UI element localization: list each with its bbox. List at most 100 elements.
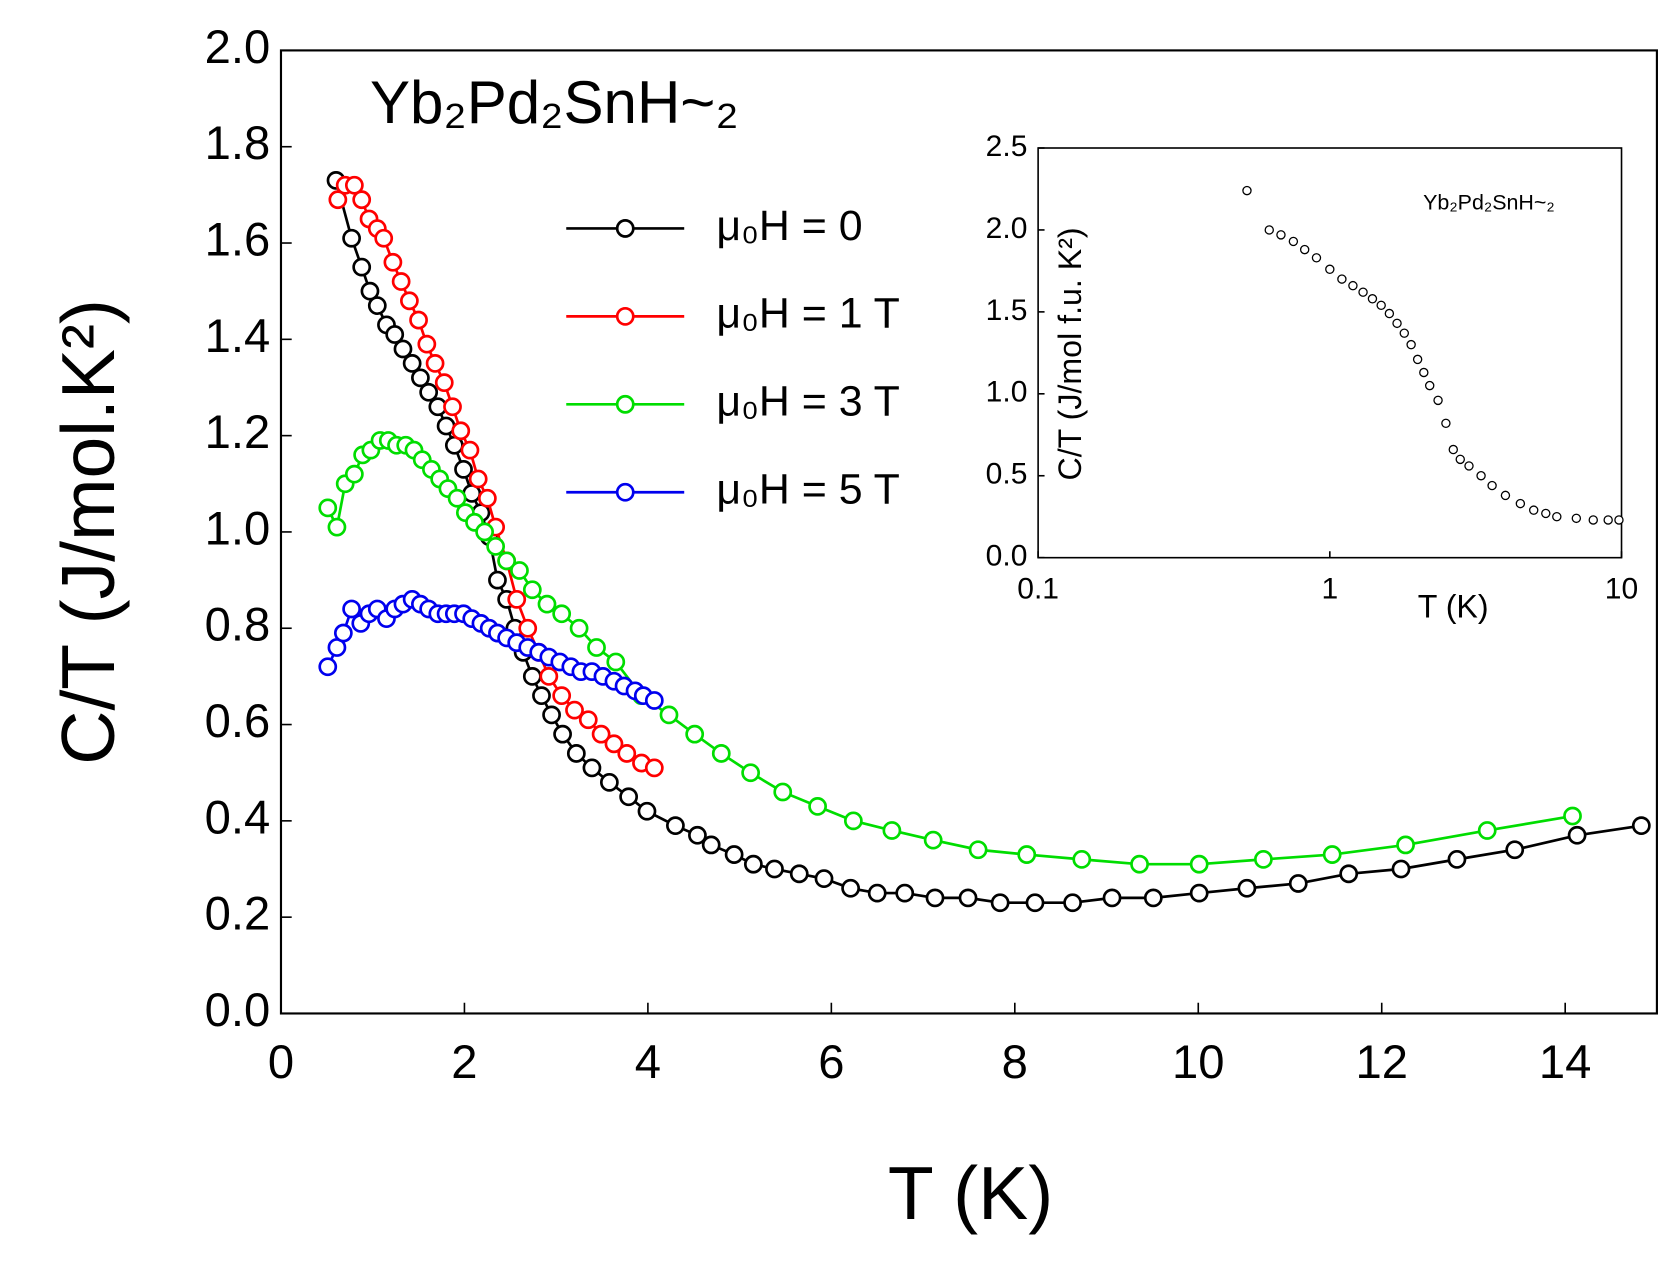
data-point bbox=[360, 281, 380, 301]
data-point bbox=[666, 816, 685, 836]
data-point bbox=[1392, 318, 1402, 329]
data-point bbox=[1063, 893, 1082, 913]
data-point bbox=[1102, 888, 1122, 908]
data-point bbox=[711, 744, 731, 763]
data-point bbox=[318, 657, 338, 677]
data-point bbox=[1505, 840, 1525, 860]
data-point bbox=[1325, 264, 1335, 274]
data-point bbox=[1563, 806, 1582, 826]
data-point bbox=[507, 589, 527, 609]
data-point bbox=[765, 859, 784, 879]
data-point bbox=[539, 667, 559, 686]
plot-frame bbox=[1037, 147, 1623, 559]
data-point bbox=[553, 724, 572, 744]
data-point bbox=[591, 724, 611, 744]
annotation: Yb₂Pd₂SnH~₂ bbox=[370, 69, 739, 136]
data-point bbox=[741, 763, 761, 783]
data-point bbox=[789, 864, 809, 884]
legend-marker bbox=[615, 394, 635, 414]
data-point bbox=[968, 840, 988, 860]
data-point bbox=[808, 797, 827, 816]
data-point bbox=[391, 272, 411, 291]
data-point bbox=[352, 190, 372, 210]
y-axis-label: C/T (J/mol.K²) bbox=[46, 299, 130, 765]
annotation: Yb₂Pd₂SnH~₂ bbox=[1423, 190, 1555, 214]
data-point bbox=[882, 821, 902, 840]
data-point bbox=[895, 883, 915, 903]
y-tick-label: 1.8 bbox=[205, 116, 271, 169]
data-point bbox=[606, 652, 626, 672]
data-point bbox=[477, 488, 497, 508]
data-point bbox=[1528, 505, 1539, 515]
data-point bbox=[1433, 395, 1443, 406]
data-point bbox=[685, 724, 705, 744]
data-point bbox=[1500, 490, 1511, 501]
y-tick-label: 1.2 bbox=[205, 405, 271, 458]
y-tick-label: 0.5 bbox=[986, 458, 1028, 491]
data-point bbox=[447, 488, 467, 508]
data-point bbox=[1237, 878, 1257, 898]
data-point bbox=[1477, 821, 1497, 840]
data-point bbox=[552, 686, 572, 706]
data-point bbox=[1541, 508, 1551, 519]
y-tick-label: 0.0 bbox=[986, 540, 1028, 573]
y-tick-label: 0.8 bbox=[205, 598, 271, 651]
y-tick-label: 2.0 bbox=[205, 20, 271, 73]
data-point bbox=[1567, 825, 1587, 845]
y-tick-label: 1.4 bbox=[205, 309, 271, 362]
data-point bbox=[701, 835, 721, 855]
x-tick-label: 2 bbox=[451, 1035, 477, 1088]
data-point bbox=[1631, 816, 1651, 836]
data-point bbox=[552, 604, 572, 624]
x-axis-label: T (K) bbox=[888, 1151, 1053, 1235]
data-point bbox=[990, 893, 1010, 913]
x-tick-label: 1 bbox=[1321, 573, 1338, 606]
data-point bbox=[522, 580, 542, 600]
data-point bbox=[1017, 845, 1037, 864]
data-point bbox=[1384, 308, 1395, 319]
data-point bbox=[510, 561, 529, 580]
data-point bbox=[327, 517, 347, 537]
data-point bbox=[443, 397, 462, 417]
data-point bbox=[468, 469, 488, 489]
data-point bbox=[867, 883, 887, 903]
data-point bbox=[1447, 849, 1467, 869]
data-point bbox=[488, 570, 507, 590]
data-point bbox=[1455, 454, 1465, 465]
data-point bbox=[486, 536, 506, 556]
data-point bbox=[1419, 367, 1429, 378]
data-point bbox=[1189, 854, 1209, 874]
y-tick-label: 1.0 bbox=[986, 376, 1028, 409]
data-point bbox=[1348, 280, 1358, 291]
data-point bbox=[532, 686, 551, 706]
data-point bbox=[352, 257, 372, 277]
data-point bbox=[367, 296, 387, 316]
x-tick-label: 10 bbox=[1605, 573, 1638, 606]
x-tick-label: 8 bbox=[1002, 1035, 1028, 1088]
data-point bbox=[1614, 515, 1624, 525]
data-point bbox=[342, 599, 361, 619]
data-point bbox=[566, 744, 586, 763]
data-point bbox=[454, 459, 473, 479]
data-point bbox=[1391, 859, 1411, 879]
data-point bbox=[1476, 471, 1486, 481]
y-tick-label: 1.6 bbox=[205, 212, 271, 265]
data-point bbox=[724, 845, 744, 864]
data-point bbox=[1441, 418, 1451, 429]
data-point bbox=[617, 744, 637, 763]
data-point bbox=[958, 888, 978, 908]
legend-marker bbox=[615, 482, 635, 502]
data-point bbox=[419, 382, 439, 402]
x-tick-label: 10 bbox=[1172, 1035, 1224, 1088]
data-point bbox=[383, 252, 403, 272]
y-tick-label: 0.6 bbox=[205, 694, 271, 747]
data-point bbox=[1311, 253, 1322, 263]
data-point bbox=[1424, 380, 1435, 391]
data-point bbox=[1288, 236, 1299, 247]
data-point bbox=[522, 667, 542, 686]
data-point bbox=[451, 421, 471, 441]
data-point bbox=[1448, 444, 1459, 455]
data-point bbox=[1339, 864, 1359, 884]
data-point bbox=[1487, 480, 1497, 491]
data-point bbox=[518, 618, 538, 638]
